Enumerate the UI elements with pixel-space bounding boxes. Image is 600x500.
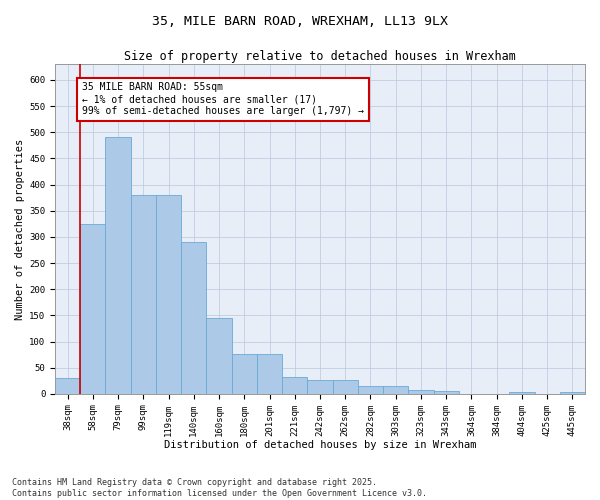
Title: Size of property relative to detached houses in Wrexham: Size of property relative to detached ho…: [124, 50, 516, 63]
Text: Contains HM Land Registry data © Crown copyright and database right 2025.
Contai: Contains HM Land Registry data © Crown c…: [12, 478, 427, 498]
Bar: [106, 138, 131, 394]
Bar: [307, 380, 332, 394]
Bar: [383, 386, 409, 394]
Bar: [560, 392, 585, 394]
Bar: [434, 391, 459, 394]
Bar: [156, 195, 181, 394]
Bar: [509, 392, 535, 394]
Bar: [257, 354, 282, 394]
Bar: [181, 242, 206, 394]
X-axis label: Distribution of detached houses by size in Wrexham: Distribution of detached houses by size …: [164, 440, 476, 450]
Bar: [332, 380, 358, 394]
Bar: [206, 318, 232, 394]
Text: 35, MILE BARN ROAD, WREXHAM, LL13 9LX: 35, MILE BARN ROAD, WREXHAM, LL13 9LX: [152, 15, 448, 28]
Bar: [358, 386, 383, 394]
Bar: [282, 377, 307, 394]
Y-axis label: Number of detached properties: Number of detached properties: [15, 138, 25, 320]
Bar: [232, 354, 257, 394]
Bar: [131, 195, 156, 394]
Text: 35 MILE BARN ROAD: 55sqm
← 1% of detached houses are smaller (17)
99% of semi-de: 35 MILE BARN ROAD: 55sqm ← 1% of detache…: [82, 82, 364, 116]
Bar: [409, 390, 434, 394]
Bar: [55, 378, 80, 394]
Bar: [80, 224, 106, 394]
